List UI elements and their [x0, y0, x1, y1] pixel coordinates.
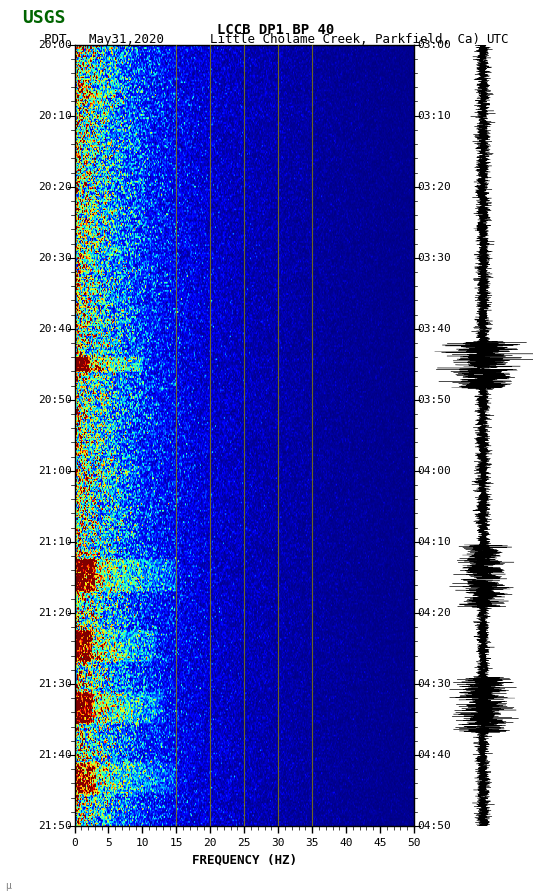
X-axis label: FREQUENCY (HZ): FREQUENCY (HZ): [192, 854, 297, 866]
Text: 03:50: 03:50: [417, 395, 450, 405]
Text: Little Cholame Creek, Parkfield, Ca): Little Cholame Creek, Parkfield, Ca): [210, 33, 480, 46]
Text: 21:10: 21:10: [38, 537, 72, 547]
Text: 20:00: 20:00: [38, 39, 72, 50]
Text: 03:20: 03:20: [417, 181, 450, 192]
Text: 20:30: 20:30: [38, 253, 72, 263]
Text: UTC: UTC: [486, 33, 508, 46]
Text: 21:50: 21:50: [38, 821, 72, 831]
Text: 03:40: 03:40: [417, 324, 450, 334]
Text: 04:00: 04:00: [417, 466, 450, 476]
Text: 21:00: 21:00: [38, 466, 72, 476]
Text: 04:20: 04:20: [417, 608, 450, 618]
Text: USGS: USGS: [22, 9, 66, 27]
Text: 21:20: 21:20: [38, 608, 72, 618]
Text: 20:50: 20:50: [38, 395, 72, 405]
Text: 03:00: 03:00: [417, 39, 450, 50]
Text: 20:20: 20:20: [38, 181, 72, 192]
Text: 03:30: 03:30: [417, 253, 450, 263]
Text: 04:40: 04:40: [417, 750, 450, 760]
Text: PDT   May31,2020: PDT May31,2020: [44, 33, 164, 46]
Text: 21:30: 21:30: [38, 679, 72, 689]
Text: 04:30: 04:30: [417, 679, 450, 689]
Text: 20:40: 20:40: [38, 324, 72, 334]
Text: μ: μ: [6, 881, 12, 891]
Text: 20:10: 20:10: [38, 111, 72, 121]
Text: 03:10: 03:10: [417, 111, 450, 121]
Text: 04:50: 04:50: [417, 821, 450, 831]
Text: 21:40: 21:40: [38, 750, 72, 760]
Text: LCCB DP1 BP 40: LCCB DP1 BP 40: [217, 23, 335, 38]
Text: 04:10: 04:10: [417, 537, 450, 547]
